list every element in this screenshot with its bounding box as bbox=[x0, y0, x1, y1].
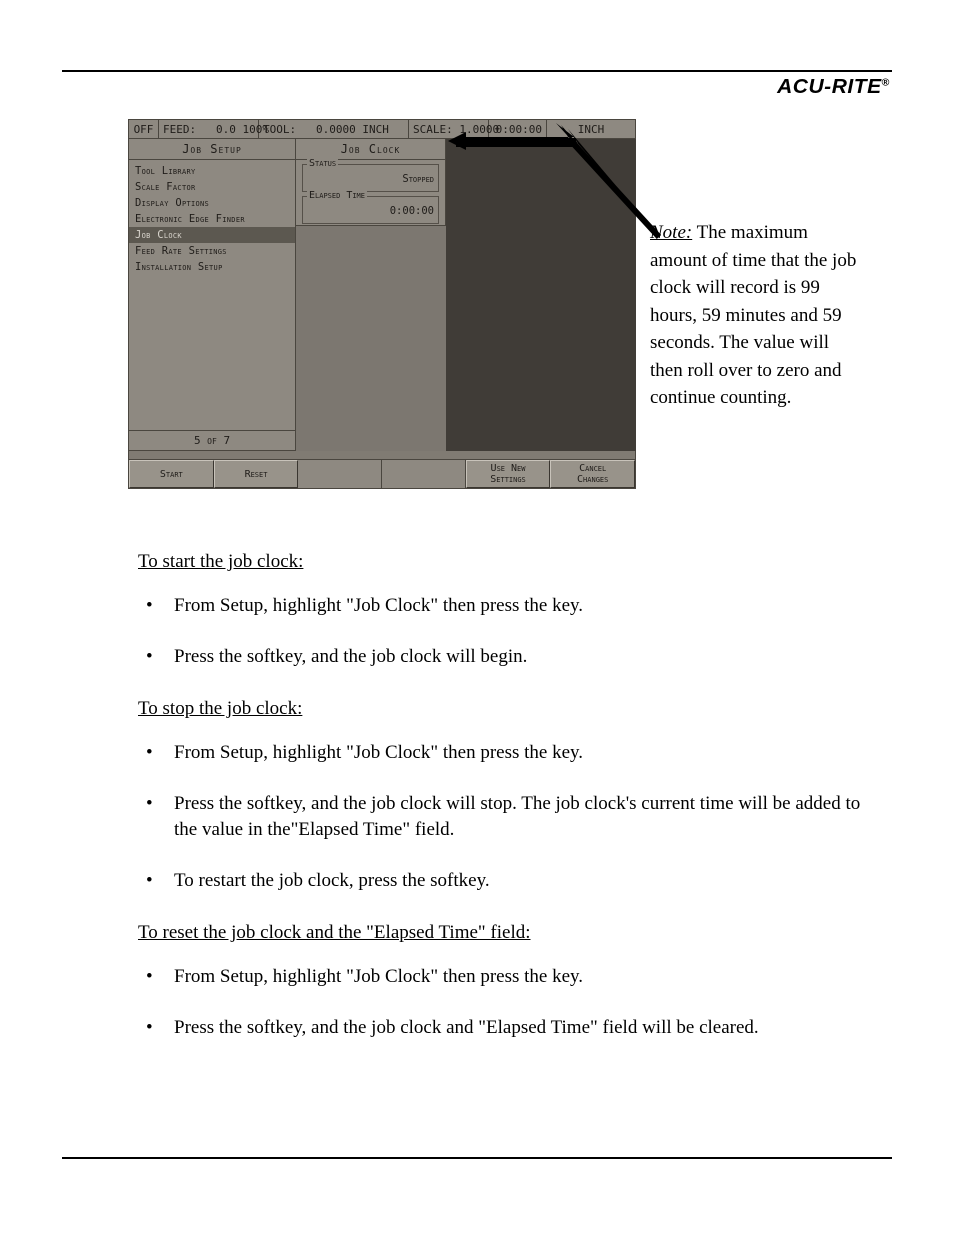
menu-item-scale-factor[interactable]: Scale Factor bbox=[129, 179, 295, 195]
softkey-cancel[interactable]: Cancel Changes bbox=[550, 460, 635, 488]
tool-value: 0.0000 INCH bbox=[316, 123, 389, 136]
softkey-reset[interactable]: Reset bbox=[214, 460, 299, 488]
status-scale: SCALE: 1.0000 bbox=[409, 120, 489, 138]
brand-logo: ACU-RITE® bbox=[21, 76, 892, 99]
list-item: Press the softkey, and the job clock and… bbox=[138, 1015, 872, 1041]
status-field: Status Stopped bbox=[302, 164, 439, 192]
menu-item-feed-rate[interactable]: Feed Rate Settings bbox=[129, 243, 295, 259]
dark-background bbox=[446, 139, 636, 451]
menu-list: Tool Library Scale Factor Display Option… bbox=[129, 160, 295, 430]
note-text: The maximum amount of time that the job … bbox=[650, 222, 856, 408]
pager: 5 of 7 bbox=[129, 430, 295, 450]
status-time: 0:00:00 bbox=[489, 120, 547, 138]
section-reset-head: To reset the job clock and the "Elapsed … bbox=[138, 920, 872, 946]
elapsed-legend: Elapsed Time bbox=[307, 190, 367, 201]
softkey-row: Start Reset Use New Settings Cancel Chan… bbox=[128, 459, 636, 489]
section-reset-list: From Setup, highlight "Job Clock" then p… bbox=[138, 964, 872, 1041]
body-text: To start the job clock: From Setup, high… bbox=[62, 549, 892, 1041]
elapsed-value: 0:00:00 bbox=[307, 205, 434, 217]
elapsed-field: Elapsed Time 0:00:00 bbox=[302, 196, 439, 224]
section-start-list: From Setup, highlight "Job Clock" then p… bbox=[138, 593, 872, 670]
tool-label: TOOL: bbox=[263, 123, 296, 136]
status-unit: INCH bbox=[547, 120, 635, 138]
menu-item-edge-finder[interactable]: Electronic Edge Finder bbox=[129, 211, 295, 227]
job-setup-title: Job Setup bbox=[129, 139, 295, 160]
device-screen: OFF FEED: 0.0 100% TOOL: 0.0000 INCH SCA… bbox=[128, 119, 636, 489]
menu-item-install-setup[interactable]: Installation Setup bbox=[129, 259, 295, 275]
list-item: From Setup, highlight "Job Clock" then p… bbox=[138, 964, 872, 990]
job-clock-title: Job Clock bbox=[296, 139, 445, 160]
job-clock-panel: Job Clock Status Stopped Elapsed Time 0:… bbox=[296, 139, 446, 226]
status-legend: Status bbox=[307, 158, 338, 169]
section-stop-list: From Setup, highlight "Job Clock" then p… bbox=[138, 740, 872, 895]
status-feed: FEED: 0.0 100% bbox=[159, 120, 259, 138]
status-tool: TOOL: 0.0000 INCH bbox=[259, 120, 409, 138]
softkey-use-new[interactable]: Use New Settings bbox=[466, 460, 551, 488]
brand-mark: ® bbox=[882, 77, 890, 88]
section-start-head: To start the job clock: bbox=[138, 549, 872, 575]
menu-item-job-clock[interactable]: Job Clock bbox=[129, 227, 295, 243]
note-label: Note: bbox=[650, 222, 692, 243]
status-off: OFF bbox=[129, 120, 159, 138]
list-item: From Setup, highlight "Job Clock" then p… bbox=[138, 740, 872, 766]
header-rule bbox=[62, 70, 892, 72]
softkey-use-new-label: Use New Settings bbox=[490, 463, 526, 485]
footer-rule bbox=[62, 1157, 892, 1159]
screen-main: Job Setup Tool Library Scale Factor Disp… bbox=[128, 139, 636, 451]
right-area: Job Clock Status Stopped Elapsed Time 0:… bbox=[296, 139, 636, 451]
list-item: From Setup, highlight "Job Clock" then p… bbox=[138, 593, 872, 619]
note-block: Note: The maximum amount of time that th… bbox=[650, 219, 860, 412]
section-stop-head: To stop the job clock: bbox=[138, 696, 872, 722]
menu-item-tool-library[interactable]: Tool Library bbox=[129, 163, 295, 179]
screen-gap bbox=[128, 451, 636, 459]
brand-text: ACU-RITE bbox=[777, 76, 882, 98]
job-setup-panel: Job Setup Tool Library Scale Factor Disp… bbox=[128, 139, 296, 451]
softkey-4 bbox=[382, 460, 466, 488]
feed-label: FEED: bbox=[163, 123, 196, 136]
list-item: Press the softkey, and the job clock wil… bbox=[138, 791, 872, 842]
list-item: To restart the job clock, press the soft… bbox=[138, 868, 872, 894]
status-value: Stopped bbox=[307, 173, 434, 185]
menu-item-display-options[interactable]: Display Options bbox=[129, 195, 295, 211]
softkey-3 bbox=[298, 460, 382, 488]
softkey-cancel-label: Cancel Changes bbox=[577, 463, 608, 485]
list-item: Press the softkey, and the job clock wil… bbox=[138, 644, 872, 670]
softkey-start[interactable]: Start bbox=[129, 460, 214, 488]
status-bar: OFF FEED: 0.0 100% TOOL: 0.0000 INCH SCA… bbox=[128, 119, 636, 139]
